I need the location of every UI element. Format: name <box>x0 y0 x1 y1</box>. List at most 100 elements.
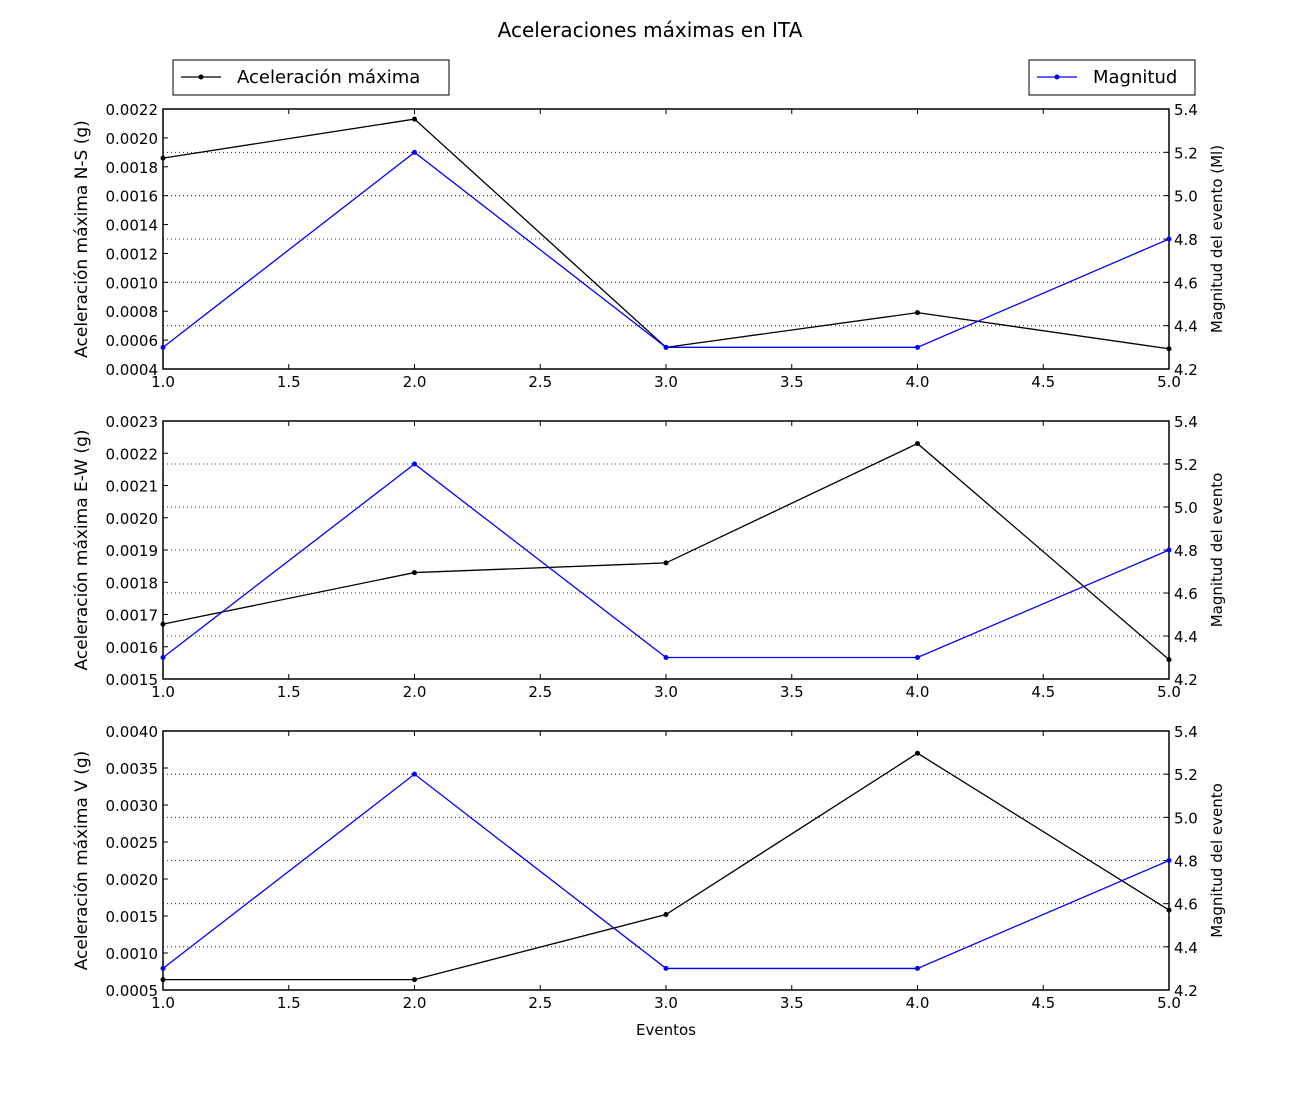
x-tick-label: 4.5 <box>1031 373 1055 391</box>
y-right-tick-label: 5.2 <box>1174 456 1198 474</box>
y-right-tick-label: 4.8 <box>1174 231 1198 249</box>
plot-frame <box>162 420 1170 680</box>
x-tick-label: 4.0 <box>906 373 930 391</box>
plot-frame <box>162 108 1170 370</box>
acceleration-point <box>160 155 166 161</box>
x-tick-label: 3.5 <box>780 683 804 701</box>
acceleration-point <box>412 116 417 122</box>
y-right-tick-label: 4.2 <box>1174 361 1198 379</box>
y-tick-label: 0.0022 <box>106 101 159 119</box>
panels: 1.0 1.5 2.0 2.5 3.0 3.5 4.0 4.5 5.0 0.0004 0.0006 0… <box>72 101 1226 1012</box>
acceleration-point <box>412 977 417 983</box>
legend-right-marker <box>1054 74 1060 80</box>
y-tick-label: 0.0004 <box>106 361 159 379</box>
x-tick-label: 3.0 <box>654 994 678 1012</box>
x-tick-label: 4.5 <box>1031 994 1055 1012</box>
x-tick-label: 2.5 <box>528 683 552 701</box>
plot-frame <box>162 730 1170 991</box>
y-right-tick-label: 5.0 <box>1174 809 1198 827</box>
magnitude-line <box>162 151 1170 348</box>
panel-3: 1.0 1.5 2.0 2.5 3.0 3.5 4.0 4.5 5.0 0.0005 0.0010 0… <box>72 723 1226 1012</box>
y-right-tick-label: 4.2 <box>1174 671 1198 689</box>
x-tick-label: 4.5 <box>1031 683 1055 701</box>
magnitude-point <box>663 655 669 660</box>
x-tick-label: 4.0 <box>906 683 930 701</box>
x-tick-label: 1.5 <box>277 994 301 1012</box>
y-right-axis-label: Magnitud del evento (Ml) <box>1208 145 1226 333</box>
acceleration-point <box>1166 657 1172 663</box>
x-tick-label: 1.5 <box>277 683 301 701</box>
legend-right: Magnitud <box>1028 59 1196 96</box>
y-right-tick-label: 5.0 <box>1174 499 1198 517</box>
legend-left-label: Aceleración máxima <box>237 67 420 88</box>
magnitude-point <box>160 965 166 971</box>
y-tick-label: 0.0020 <box>106 510 159 528</box>
x-tick-label: 1.0 <box>151 683 175 701</box>
x-tick-label: 5.0 <box>1157 373 1181 391</box>
magnitude-point <box>412 461 417 467</box>
x-tick-label: 3.0 <box>654 683 678 701</box>
acceleration-point <box>1166 907 1172 913</box>
x-tick-label: 4.0 <box>906 994 930 1012</box>
y-tick-label: 0.0006 <box>106 332 159 350</box>
magnitude-point <box>663 344 669 350</box>
y-right-tick-label: 4.8 <box>1174 853 1198 871</box>
y-right-tick-label: 4.4 <box>1174 628 1198 646</box>
y-axis-label: Aceleración máxima V (g) <box>72 751 92 971</box>
y-tick-label: 0.0005 <box>106 982 159 1000</box>
y-tick-label: 0.0020 <box>106 871 159 889</box>
y-tick-label: 0.0022 <box>106 445 159 463</box>
magnitude-point <box>1166 236 1172 242</box>
magnitude-line <box>162 773 1170 970</box>
y-tick-label: 0.0010 <box>106 945 159 963</box>
y-tick-label: 0.0008 <box>106 303 159 321</box>
y-right-tick-label: 5.4 <box>1174 723 1198 741</box>
acceleration-point <box>915 441 920 447</box>
magnitude-point <box>412 771 417 777</box>
y-tick-label: 0.0010 <box>106 274 159 292</box>
panel-2: 1.0 1.5 2.0 2.5 3.0 3.5 4.0 4.5 5.0 0.0015 0.0016 0… <box>72 413 1226 701</box>
y-tick-label: 0.0016 <box>106 639 159 657</box>
y-right-tick-label: 4.4 <box>1174 939 1198 957</box>
y-right-tick-label: 4.2 <box>1174 982 1198 1000</box>
acceleration-point <box>160 621 166 627</box>
y-right-tick-label: 5.4 <box>1174 101 1198 119</box>
acceleration-point <box>1166 346 1172 352</box>
y-tick-label: 0.0035 <box>106 760 159 778</box>
acceleration-point <box>915 750 920 756</box>
y-tick-label: 0.0018 <box>106 574 159 592</box>
x-tick-label: 1.0 <box>151 994 175 1012</box>
y-right-tick-label: 5.2 <box>1174 766 1198 784</box>
magnitude-point <box>915 655 920 660</box>
x-tick-label: 2.0 <box>403 994 427 1012</box>
chart-title: Aceleraciones máximas en ITA <box>498 18 803 42</box>
legend-right-label: Magnitud <box>1093 67 1177 88</box>
x-tick-label: 5.0 <box>1157 683 1181 701</box>
x-tick-label: 3.5 <box>780 994 804 1012</box>
magnitude-point <box>1166 547 1172 553</box>
y-right-tick-label: 5.0 <box>1174 188 1198 206</box>
x-tick-label: 3.0 <box>654 373 678 391</box>
y-axis-label: Aceleración máxima E-W (g) <box>72 430 92 671</box>
y-tick-label: 0.0016 <box>106 188 159 206</box>
y-right-axis-label: Magnitud del evento <box>1208 783 1226 938</box>
x-tick-label: 5.0 <box>1157 994 1181 1012</box>
y-tick-label: 0.0014 <box>106 217 159 235</box>
acceleration-line <box>162 118 1170 350</box>
y-tick-label: 0.0021 <box>106 478 159 496</box>
y-tick-label: 0.0019 <box>106 542 159 560</box>
y-right-tick-label: 4.4 <box>1174 318 1198 336</box>
series-group <box>160 750 1172 983</box>
panel-1: 1.0 1.5 2.0 2.5 3.0 3.5 4.0 4.5 5.0 0.0004 0.0006 0… <box>72 101 1226 391</box>
x-tick-label: 2.5 <box>528 994 552 1012</box>
magnitude-point <box>915 965 920 971</box>
legend-left-marker <box>198 74 204 80</box>
acceleration-point <box>160 977 166 983</box>
y-right-tick-label: 5.2 <box>1174 144 1198 162</box>
y-axis-label: Aceleración máxima N-S (g) <box>72 120 92 358</box>
y-tick-label: 0.0020 <box>106 130 159 148</box>
series-group <box>160 116 1172 352</box>
magnitude-point <box>915 344 920 350</box>
x-tick-label: 3.5 <box>780 373 804 391</box>
